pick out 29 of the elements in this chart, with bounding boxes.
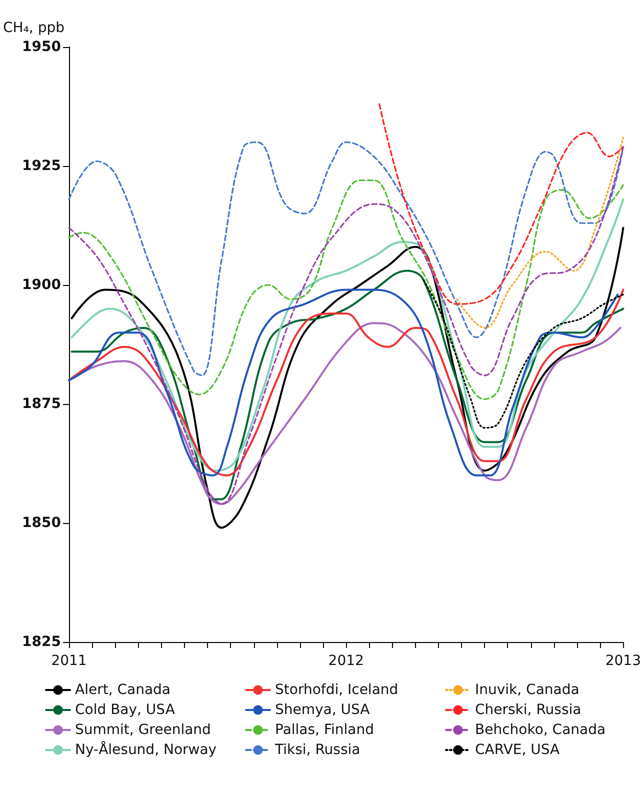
line-series [70, 270, 624, 500]
legend-label: Cold Bay, USA [75, 702, 176, 718]
legend-label: Shemya, USA [275, 702, 370, 718]
y-tick-label: 1825 [22, 634, 61, 650]
y-tick-label: 1900 [22, 277, 62, 293]
legend-label: Ny-Ålesund, Norway [75, 741, 217, 758]
line-series [68, 146, 624, 505]
line-series [456, 136, 624, 329]
y-tick-label: 1925 [22, 158, 61, 174]
line-series [68, 141, 624, 376]
legend-label: Storhofdi, Iceland [275, 682, 398, 698]
line-series [68, 179, 624, 400]
legend-label: Behchoko, Canada [475, 722, 606, 738]
legend-label: Cherski, Russia [475, 702, 582, 718]
y-axis-title: CH₄, ppb [3, 20, 65, 36]
y-tick-label: 1950 [22, 39, 62, 55]
legend-label: Inuvik, Canada [475, 682, 580, 698]
legend-label: Alert, Canada [75, 682, 170, 698]
line-series [378, 103, 624, 305]
x-tick-label: 2011 [51, 653, 87, 669]
y-tick-label: 1850 [22, 515, 62, 531]
x-tick-label: 2012 [328, 653, 364, 669]
y-tick-label: 1875 [22, 396, 61, 412]
legend-label: Tiksi, Russia [274, 742, 360, 758]
line-series [70, 198, 624, 472]
legend-label: Pallas, Finland [275, 722, 374, 738]
legend-label: Summit, Greenland [75, 722, 211, 738]
legend-label: CARVE, USA [475, 742, 560, 758]
x-tick-label: 2013 [605, 653, 642, 669]
